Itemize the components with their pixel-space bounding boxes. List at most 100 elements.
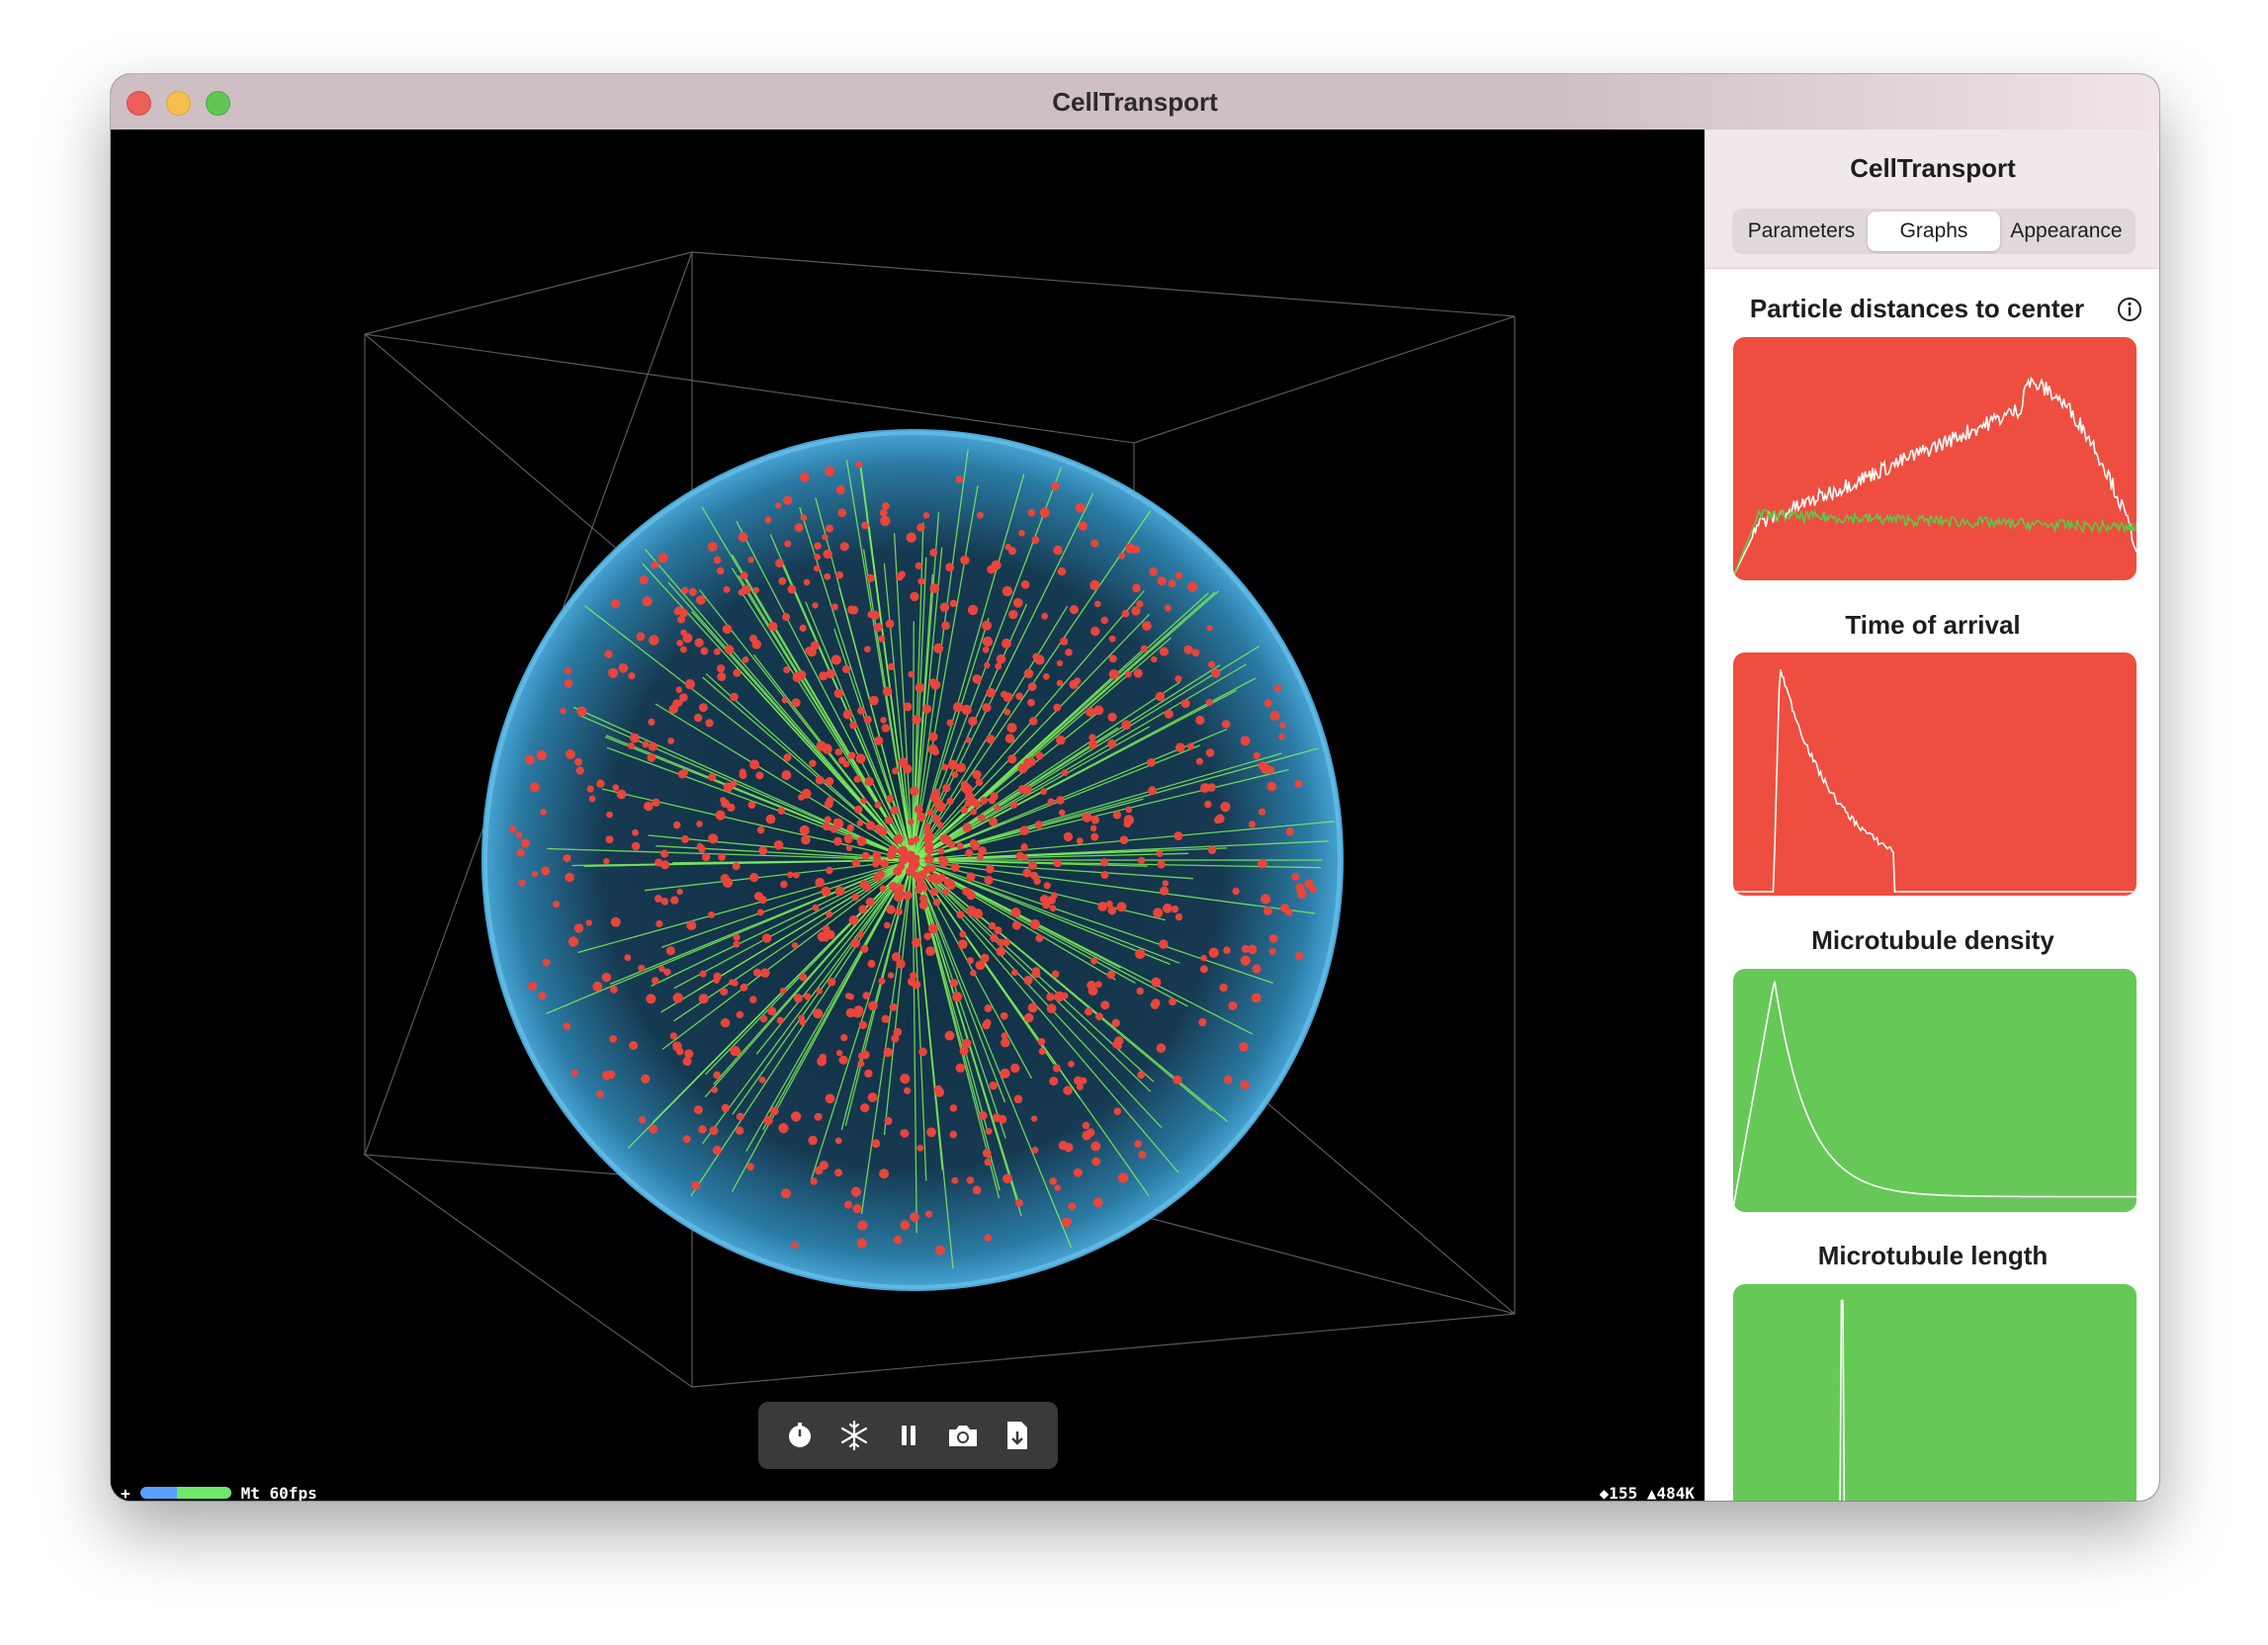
particle (1112, 811, 1122, 820)
particle (955, 476, 964, 483)
microtubule (732, 859, 914, 1115)
particle (803, 578, 811, 586)
simulation-viewport[interactable]: + Mt 60fps ◆155 ▲484K (111, 130, 1704, 1501)
particle (835, 570, 844, 579)
particle (528, 981, 538, 992)
particle (1021, 854, 1028, 861)
particle (990, 933, 999, 942)
particle (843, 833, 853, 844)
timer-button[interactable] (778, 1414, 822, 1457)
particle (922, 512, 930, 519)
particle (814, 542, 822, 550)
particle (746, 1163, 754, 1171)
particle (1247, 944, 1258, 955)
particle (985, 1128, 993, 1135)
particle (1118, 552, 1126, 560)
particle (887, 972, 895, 979)
particle (1207, 660, 1216, 668)
particle (1003, 938, 1010, 947)
particle (791, 698, 801, 708)
tab-graphs[interactable]: Graphs (1868, 212, 2000, 251)
particle (1148, 786, 1157, 796)
particle (691, 1180, 701, 1190)
particle (900, 1129, 909, 1138)
particle (672, 1041, 682, 1052)
particle (1153, 908, 1164, 918)
particle (1087, 980, 1096, 991)
particle (708, 910, 716, 918)
particle (799, 1018, 807, 1026)
particle (980, 953, 990, 963)
particle (733, 668, 741, 677)
particle (720, 797, 727, 804)
particle (1107, 712, 1117, 723)
particle (698, 1125, 707, 1134)
density-series (1733, 981, 2137, 1209)
tab-appearance[interactable]: Appearance (2010, 219, 2123, 242)
microtubule (912, 859, 1152, 1092)
particle (644, 801, 654, 812)
particle (601, 972, 612, 983)
particle (910, 786, 919, 796)
particle (781, 1188, 791, 1199)
export-button[interactable] (996, 1414, 1039, 1457)
particle (693, 1105, 703, 1115)
particle (682, 1057, 692, 1067)
particle (850, 938, 860, 948)
particle (542, 958, 551, 967)
particle (816, 988, 824, 995)
screenshot-button[interactable] (941, 1414, 985, 1457)
particle (765, 814, 776, 824)
close-window-button[interactable] (127, 91, 151, 116)
particle (1039, 895, 1049, 905)
particle (941, 763, 948, 771)
particle (1076, 1082, 1084, 1090)
particle (564, 666, 572, 675)
particle (1198, 1017, 1207, 1027)
particle (822, 924, 830, 933)
particle (951, 771, 959, 779)
particle (663, 968, 671, 976)
particle (810, 641, 820, 650)
particle (1108, 669, 1119, 680)
particle (895, 572, 904, 581)
mt-density-graph (1733, 969, 2137, 1212)
particle (1078, 521, 1088, 531)
info-icon[interactable] (2117, 297, 2142, 322)
particle (682, 633, 693, 644)
tab-parameters[interactable]: Parameters (1747, 219, 1856, 242)
particle (1220, 802, 1231, 813)
cell-scene[interactable] (111, 130, 1704, 1501)
particle (951, 1176, 959, 1184)
particle (858, 1020, 868, 1030)
particle (960, 555, 970, 565)
particle (930, 679, 941, 690)
particle (904, 1086, 912, 1094)
particle (945, 563, 955, 572)
particle (529, 782, 540, 793)
stats-plus[interactable]: + (121, 1483, 131, 1502)
particle (949, 599, 957, 608)
minimize-window-button[interactable] (166, 91, 191, 116)
particle (837, 508, 847, 517)
pause-button[interactable] (887, 1414, 930, 1457)
microtubule (667, 581, 914, 861)
particle (872, 860, 880, 868)
particle (1046, 993, 1055, 1001)
particle (759, 1014, 768, 1023)
freeze-button[interactable] (832, 1414, 876, 1457)
particle (927, 743, 938, 754)
particle (918, 901, 928, 909)
particle (647, 753, 656, 762)
particle (784, 540, 792, 548)
microtubule (912, 852, 1189, 861)
zoom-window-button[interactable] (206, 91, 230, 116)
particle (1208, 845, 1217, 855)
particle (1022, 868, 1032, 878)
particle (1028, 717, 1038, 726)
particle (781, 770, 792, 781)
particle (1100, 871, 1109, 879)
particle (879, 1169, 890, 1179)
particle (961, 1038, 972, 1049)
particle (1057, 566, 1067, 576)
